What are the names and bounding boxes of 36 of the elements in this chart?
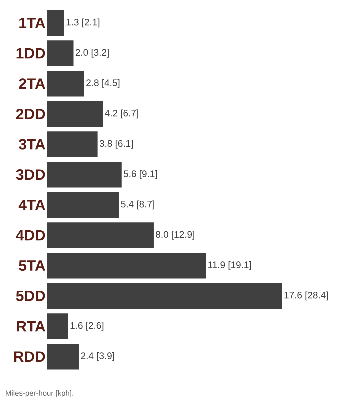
- data-label: 5.4 [8.7]: [121, 200, 154, 210]
- data-label: 4.2 [6.7]: [105, 110, 138, 119]
- bar: [47, 10, 64, 36]
- data-label: 1.6 [2.6]: [70, 322, 104, 331]
- data-label: 11.9 [19.1]: [208, 261, 252, 270]
- y-tick-label: 4TA: [18, 200, 46, 210]
- y-tick-label: 2DD: [16, 108, 46, 120]
- y-tick-label: 3TA: [19, 139, 46, 150]
- data-label: 2.0 [3.2]: [76, 49, 109, 58]
- y-tick-label: RDD: [14, 352, 46, 362]
- bar: [47, 40, 74, 66]
- y-tick-label: 1DD: [16, 48, 46, 59]
- data-label: 1.3 [2.1]: [66, 18, 100, 28]
- data-label: 8.0 [12.9]: [156, 231, 194, 240]
- y-tick-label: 2TA: [19, 78, 46, 90]
- bar: [47, 344, 80, 370]
- y-tick-label: RTA: [17, 321, 46, 332]
- bar: [47, 192, 120, 218]
- bar: [47, 101, 104, 128]
- y-tick-label: 3DD: [16, 170, 46, 180]
- data-label: 2.8 [4.5]: [86, 79, 120, 88]
- bar: [47, 132, 98, 158]
- bar: [47, 252, 206, 279]
- y-tick-label: 1TA: [20, 18, 46, 28]
- data-label: 3.8 [6.1]: [100, 140, 134, 149]
- y-tick-label: 5DD: [16, 290, 46, 302]
- data-label: 2.4 [3.9]: [81, 352, 114, 362]
- bar: [47, 314, 68, 340]
- bar: [47, 162, 122, 188]
- y-tick-label: 5TA: [19, 260, 46, 272]
- bar: [47, 283, 282, 310]
- data-label: 5.6 [9.1]: [124, 170, 158, 180]
- bar: [47, 70, 84, 97]
- y-tick-label: 4DD: [16, 230, 46, 241]
- bar: [47, 222, 154, 248]
- data-label: 17.6 [28.4]: [284, 292, 328, 301]
